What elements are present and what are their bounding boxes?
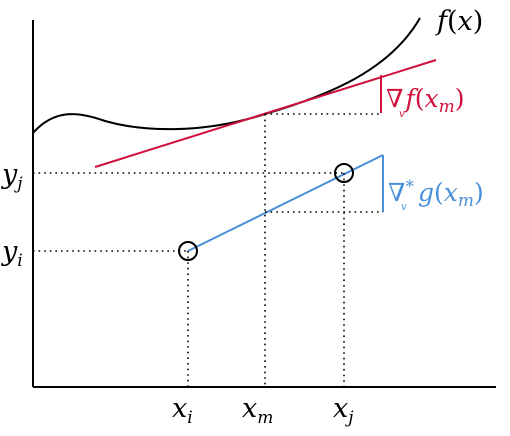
label-x-m-sub: m [257,408,273,428]
blue-sub-m: m [458,191,474,211]
label-x-i-x: x [172,393,187,424]
blue-g: g [418,178,434,207]
red-gradient-label: ∇f(xm) [386,84,465,117]
label-y-i-sub: i [17,251,22,271]
label-y-i: yi [1,236,23,271]
red-v-sub: v [399,109,405,120]
label-y-j-sub: j [13,174,23,194]
blue-nabla: ∇ [388,178,405,207]
label-x-i-sub: i [187,408,192,428]
curve-label-close: ) [473,6,484,37]
blue-x: x [444,178,458,207]
red-nabla: ∇ [386,84,403,113]
label-y-j: yj [1,159,23,194]
red-f: f [403,84,418,113]
label-x-i: xi [172,393,193,428]
label-x-m-x: x [242,393,257,424]
label-y-i-y: y [1,236,18,267]
curve-label: f(x) [435,6,483,37]
dotted-guides [33,113,383,387]
label-x-j-x: x [333,393,348,424]
blue-star: * [405,177,414,197]
blue-open: ( [434,178,444,207]
function-curve [32,17,421,134]
red-x: x [425,84,439,113]
blue-close: ) [474,178,484,207]
red-close: ) [455,84,465,113]
label-x-j: xj [333,393,354,428]
point-xi-yi [178,241,198,261]
red-open: ( [415,84,425,113]
curve-label-open: ( [447,6,458,37]
blue-gradient-label: ∇* g(xm) [388,177,484,211]
label-x-j-sub: j [344,408,354,428]
label-x-m: xm [242,393,273,428]
blue-secant-line [187,154,384,252]
red-sub-m: m [439,97,455,117]
axes [32,20,496,388]
curve-label-x: x [458,6,473,37]
blue-v-sub: v [401,202,407,213]
label-y-j-y: y [1,159,18,190]
point-xj-yj [334,163,354,183]
